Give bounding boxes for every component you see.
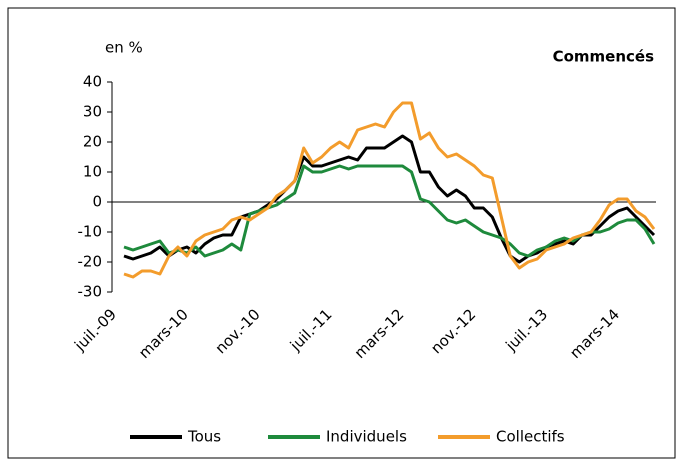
series-line: [123, 101, 656, 279]
y-tick-label: 40: [83, 73, 102, 91]
y-tick-label: 20: [83, 133, 102, 151]
y-tick-label: 10: [83, 163, 102, 181]
y-tick-label: -20: [78, 253, 103, 271]
legend-label: Tous: [187, 428, 221, 446]
chart-title: Commencés: [553, 48, 654, 66]
legend-label: Individuels: [326, 428, 407, 446]
y-tick-label: -10: [78, 223, 103, 241]
series-line: [123, 164, 656, 258]
y-tick-label: -30: [78, 283, 103, 301]
y-tick-label: 0: [92, 193, 102, 211]
y-axis-label: en %: [105, 39, 143, 57]
legend-label: Collectifs: [496, 428, 565, 446]
y-tick-label: 30: [83, 103, 102, 121]
frame: [7, 7, 676, 459]
